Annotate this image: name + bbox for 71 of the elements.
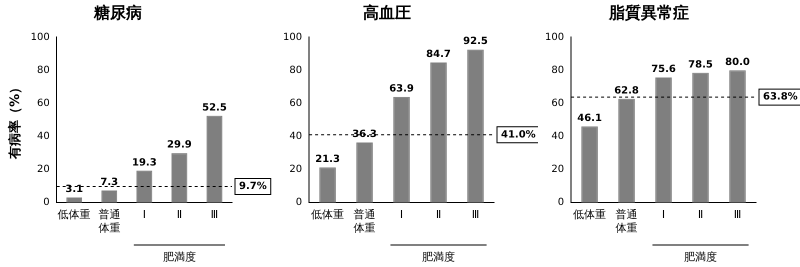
x-tick-label: Ⅱ	[698, 208, 704, 222]
data-label: 36.3	[352, 129, 377, 140]
y-tick-label: 80	[551, 64, 564, 76]
bar	[319, 167, 336, 203]
y-tick-label: 40	[289, 131, 302, 142]
y-tick-label: 80	[289, 64, 302, 76]
data-label: 46.1	[577, 112, 602, 124]
bar	[356, 142, 373, 203]
y-tick-label: 40	[551, 131, 564, 142]
data-label: 21.3	[315, 154, 340, 165]
x-tick-label: Ⅲ	[734, 208, 742, 222]
x-tick-label: 低体重	[311, 208, 344, 222]
x-tick-label: Ⅲ	[210, 208, 218, 222]
data-label: 19.3	[132, 157, 157, 168]
y-tick-label: 100	[30, 32, 50, 43]
bar	[618, 98, 635, 203]
data-label: 92.5	[463, 36, 488, 48]
x-tick-label: 普通体重	[616, 208, 638, 234]
y-tick-label: 20	[36, 164, 50, 176]
data-label: 29.9	[167, 140, 192, 151]
data-label: 63.9	[389, 84, 414, 95]
data-label: 80.0	[725, 56, 750, 68]
y-tick-label: 0	[558, 197, 564, 208]
x-tick-label: Ⅰ	[142, 208, 146, 222]
x-tick-label: Ⅱ	[436, 208, 442, 222]
bar	[692, 72, 709, 203]
y-axis-title: 有病率（%）	[7, 80, 24, 160]
bar	[136, 170, 152, 203]
bar	[393, 96, 410, 203]
y-tick-label: 60	[289, 98, 302, 109]
bar	[430, 62, 447, 203]
x-tick-label: Ⅰ	[662, 208, 666, 222]
bar	[729, 70, 746, 203]
x-tick-label: Ⅲ	[472, 208, 480, 222]
bar	[206, 116, 222, 203]
data-label: 62.8	[614, 85, 639, 96]
text: 肥満度	[684, 250, 718, 264]
y-tick-label: 20	[289, 164, 302, 176]
x-tick-label: Ⅰ	[400, 208, 404, 222]
y-tick-label: 0	[43, 197, 50, 208]
data-label: 78.5	[688, 59, 713, 70]
y-tick-label: 100	[544, 32, 564, 43]
chart-title: 高血圧	[363, 2, 411, 22]
y-tick-label: 100	[282, 32, 302, 43]
x-tick-label: 低体重	[573, 208, 606, 222]
x-tick-label: 普通体重	[354, 208, 376, 234]
data-label: 75.6	[651, 64, 676, 76]
bar	[655, 78, 672, 203]
x-tick-label: 普通体重	[98, 208, 120, 234]
data-label: 52.5	[202, 102, 227, 114]
bar	[581, 126, 598, 203]
chart-title: 脂質異常症	[608, 2, 689, 22]
bar	[172, 153, 188, 203]
ref-line-label: 9.7%	[239, 181, 267, 192]
x-tick-label: 低体重	[58, 208, 91, 222]
ref-line-label: 41.0%	[501, 129, 536, 140]
text: 肥満度	[422, 250, 456, 264]
y-tick-label: 0	[296, 197, 302, 208]
y-tick-label: 20	[551, 164, 564, 176]
bar	[467, 50, 484, 203]
data-label: 7.3	[100, 177, 118, 188]
data-label: 84.7	[426, 49, 451, 60]
x-tick-label: Ⅱ	[176, 208, 182, 222]
y-tick-label: 60	[36, 98, 50, 109]
y-tick-label: 80	[36, 64, 50, 76]
bar	[66, 197, 82, 203]
y-tick-label: 40	[36, 131, 50, 142]
y-tick-label: 60	[551, 98, 564, 109]
text: 肥満度	[162, 250, 196, 264]
chart-title: 糖尿病	[93, 2, 142, 22]
ref-line-label: 63.8%	[763, 92, 798, 103]
